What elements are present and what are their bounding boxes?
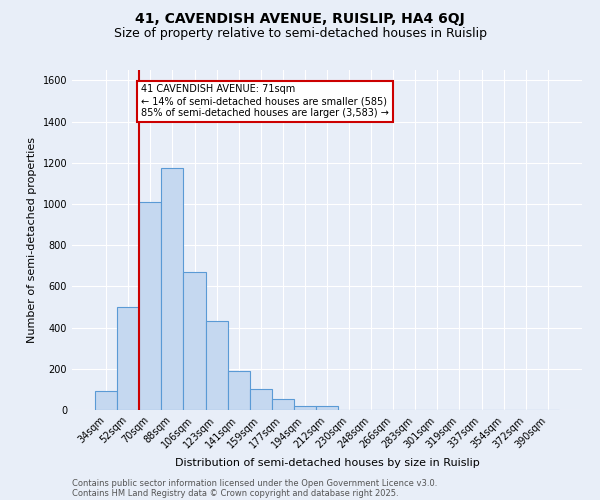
- X-axis label: Distribution of semi-detached houses by size in Ruislip: Distribution of semi-detached houses by …: [175, 458, 479, 468]
- Y-axis label: Number of semi-detached properties: Number of semi-detached properties: [27, 137, 37, 343]
- Text: 41, CAVENDISH AVENUE, RUISLIP, HA4 6QJ: 41, CAVENDISH AVENUE, RUISLIP, HA4 6QJ: [135, 12, 465, 26]
- Bar: [294, 406, 316, 410]
- Bar: [184, 272, 206, 410]
- Bar: [117, 307, 139, 410]
- Text: Contains public sector information licensed under the Open Government Licence v3: Contains public sector information licen…: [72, 478, 437, 488]
- Bar: [227, 371, 250, 410]
- Bar: [161, 168, 184, 410]
- Text: Size of property relative to semi-detached houses in Ruislip: Size of property relative to semi-detach…: [113, 28, 487, 40]
- Bar: [250, 390, 272, 410]
- Bar: [95, 392, 117, 410]
- Bar: [139, 202, 161, 410]
- Text: 41 CAVENDISH AVENUE: 71sqm
← 14% of semi-detached houses are smaller (585)
85% o: 41 CAVENDISH AVENUE: 71sqm ← 14% of semi…: [141, 84, 389, 117]
- Bar: [272, 398, 294, 410]
- Text: Contains HM Land Registry data © Crown copyright and database right 2025.: Contains HM Land Registry data © Crown c…: [72, 488, 398, 498]
- Bar: [206, 322, 227, 410]
- Bar: [316, 406, 338, 410]
